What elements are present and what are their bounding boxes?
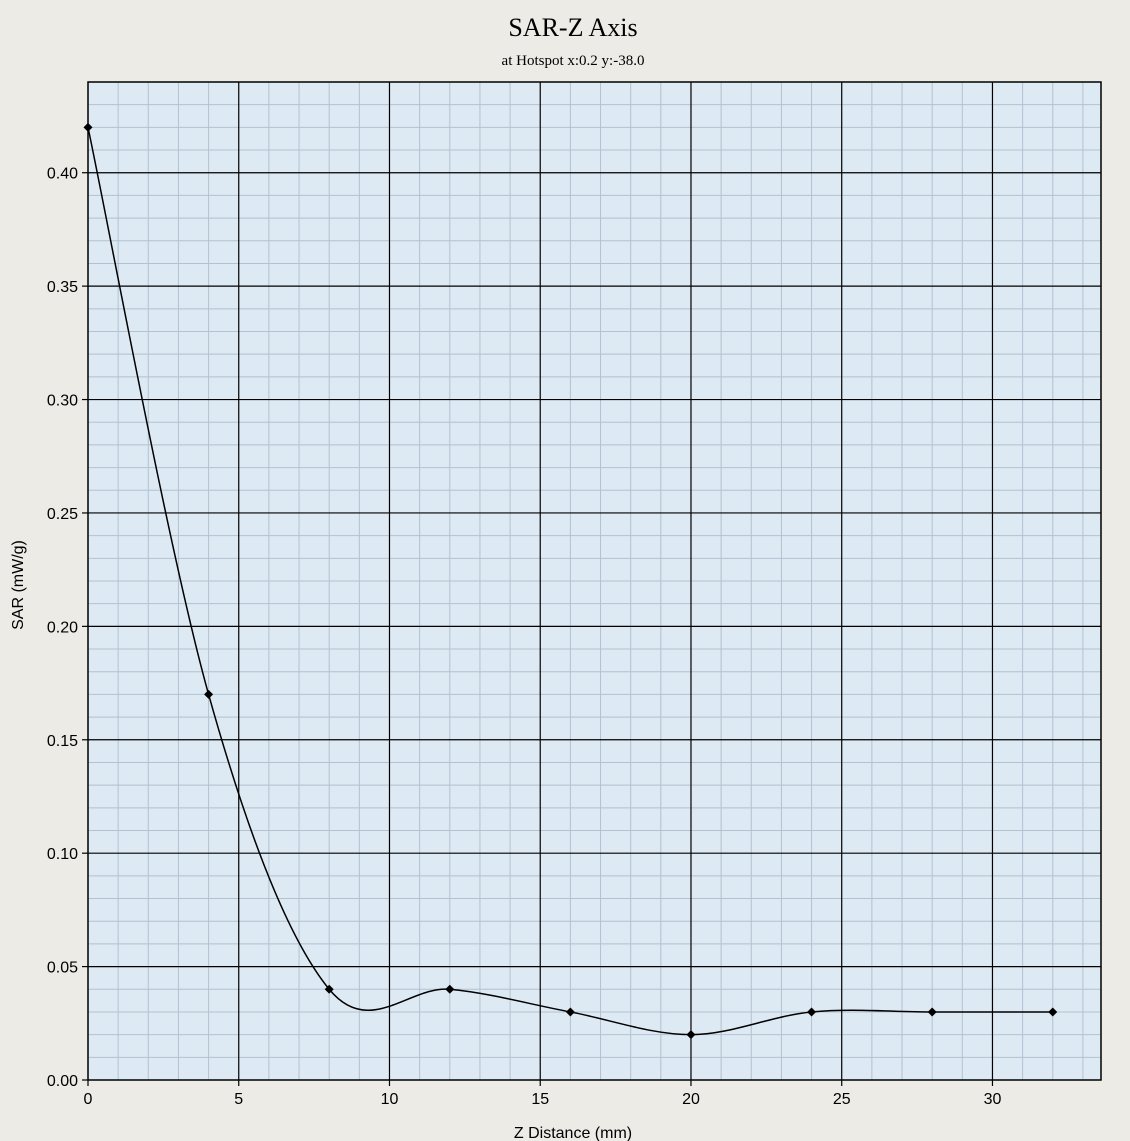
data-point (565, 1007, 575, 1017)
x-tick-label: 15 (531, 1091, 549, 1108)
data-point (445, 984, 455, 994)
y-tick-label: 0.05 (47, 960, 78, 977)
x-tick-label: 30 (984, 1091, 1002, 1108)
y-axis-label: SAR (mW/g) (10, 540, 27, 630)
data-point (204, 689, 214, 699)
y-tick-label: 0.15 (47, 733, 78, 750)
data-point (686, 1030, 696, 1040)
data-point (324, 984, 334, 994)
chart-title: SAR-Z Axis (508, 13, 637, 42)
chart-subtitle: at Hotspot x:0.2 y:-38.0 (502, 53, 645, 69)
data-point (83, 122, 93, 132)
x-tick-label: 20 (682, 1091, 700, 1108)
y-tick-label: 0.20 (47, 619, 78, 636)
x-axis-label: Z Distance (mm) (514, 1125, 632, 1141)
data-point (807, 1007, 817, 1017)
y-tick-label: 0.00 (47, 1073, 78, 1090)
y-tick-label: 0.35 (47, 279, 78, 296)
x-tick-label: 25 (833, 1091, 851, 1108)
y-tick-label: 0.10 (47, 846, 78, 863)
data-point (927, 1007, 937, 1017)
series-line (87, 127, 1053, 1036)
x-tick-label: 5 (234, 1091, 243, 1108)
data-point (1048, 1007, 1058, 1017)
major-grid (88, 82, 1101, 1080)
y-tick-label: 0.40 (47, 166, 78, 183)
minor-grid (88, 82, 1101, 1080)
plot-frame (87, 81, 1102, 1081)
x-tick-label: 0 (84, 1091, 93, 1108)
y-tick-label: 0.25 (47, 506, 78, 523)
x-tick-label: 10 (381, 1091, 399, 1108)
y-tick-label: 0.30 (47, 393, 78, 410)
